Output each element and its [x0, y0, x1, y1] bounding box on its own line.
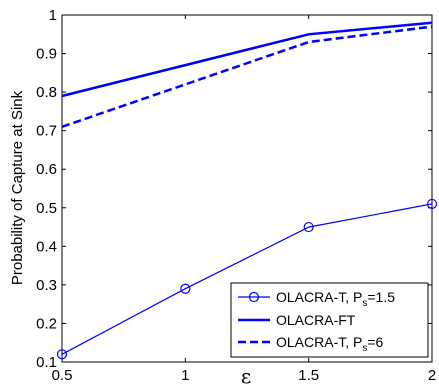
- series-0-point: [180, 283, 191, 294]
- series-line-1: [61, 21, 433, 98]
- legend-label-1: OLACRA-FT: [276, 312, 356, 328]
- y-tick-label: 0.9: [36, 46, 57, 63]
- x-tick-label: 2: [428, 367, 436, 384]
- y-axis-label: Probability of Capture at Sink: [9, 90, 26, 285]
- legend-label-main: OLACRA-T, P: [276, 289, 362, 305]
- series-0-point: [303, 221, 314, 233]
- y-tick-label: 0.6: [36, 161, 57, 178]
- series-0-point: [56, 349, 68, 360]
- legend-label-tail: =6: [367, 334, 383, 350]
- y-tick-label: 0.2: [36, 315, 57, 332]
- series-layer: [56, 21, 438, 360]
- legend-label-main: OLACRA-T, P: [276, 334, 362, 350]
- y-tick-label: 0.5: [36, 200, 57, 217]
- y-tick-label: 0.3: [36, 277, 57, 294]
- legend-marker-0: [248, 291, 260, 303]
- x-tick-label: 1.5: [298, 367, 319, 384]
- series-0-point: [426, 198, 438, 210]
- y-tick-label: 0.7: [36, 123, 57, 140]
- legend-label-0: OLACRA-T, Ps=1.5: [276, 289, 395, 309]
- y-tick-label: 0.4: [36, 238, 57, 255]
- x-tick-label: 1: [181, 367, 189, 384]
- ticks: 0.5 1 1.5 2 0.1 0.2 0.3 0.4 0.5 0.6 0.7 0.8 0.9 1: [36, 7, 436, 384]
- x-tick-label: 0.5: [52, 367, 73, 384]
- legend-label-tail: =1.5: [367, 289, 395, 305]
- series-line-2: [61, 25, 433, 128]
- legend-label-2: OLACRA-T, Ps=6: [276, 334, 384, 354]
- legend-label-subscript: s: [362, 298, 367, 309]
- series-line-0: [61, 203, 433, 355]
- legend-label-main: OLACRA-FT: [276, 312, 356, 328]
- y-tick-label: 0.8: [36, 84, 57, 101]
- legend-label-subscript: s: [362, 343, 367, 354]
- y-tick-label: 1: [49, 7, 57, 24]
- y-tick-label: 0.1: [36, 354, 57, 371]
- x-axis-label: ε: [241, 364, 251, 387]
